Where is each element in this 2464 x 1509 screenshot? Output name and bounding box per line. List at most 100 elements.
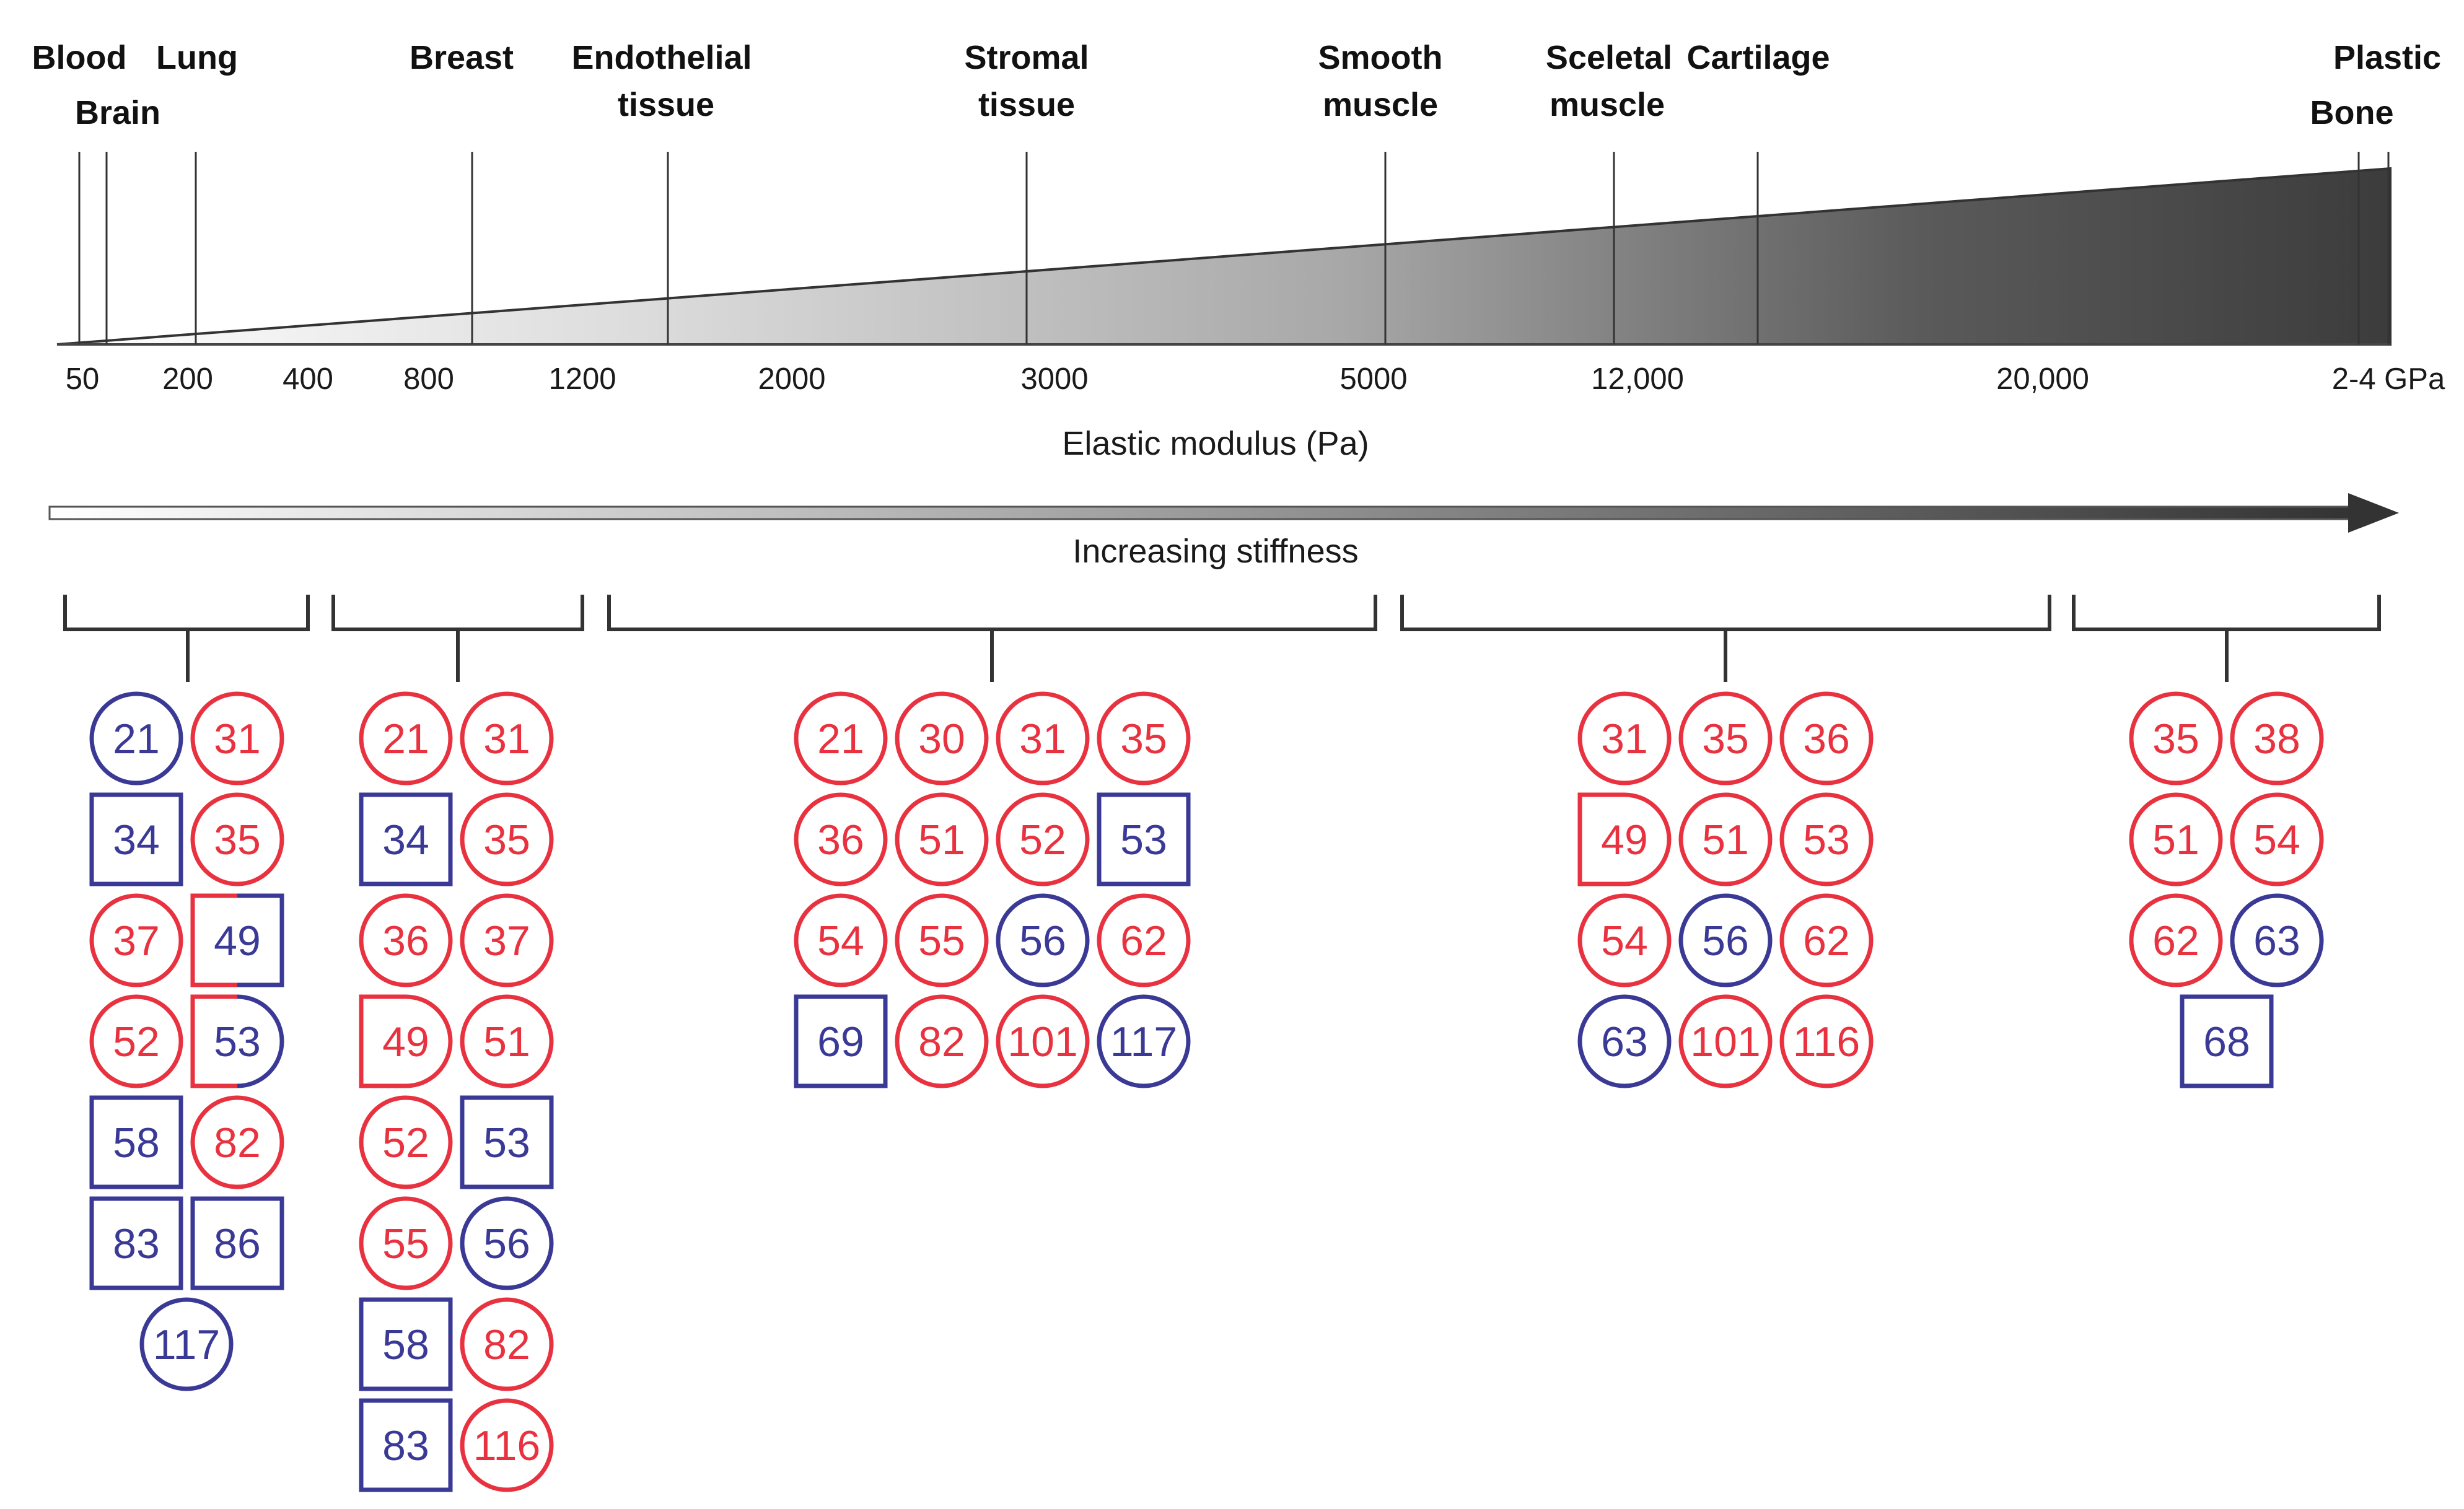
ref-number: 69 xyxy=(817,1018,864,1065)
ref-number: 68 xyxy=(2203,1018,2250,1065)
ref-number: 35 xyxy=(1120,715,1167,763)
ref-number: 83 xyxy=(382,1422,429,1469)
ref-marker: 116 xyxy=(460,1398,554,1492)
ref-marker: 63 xyxy=(2230,893,2324,987)
ref-marker: 31 xyxy=(996,691,1090,785)
axis-title: Elastic modulus (Pa) xyxy=(1062,425,1369,462)
ref-circle-icon xyxy=(794,893,888,987)
ref-number: 116 xyxy=(1793,1018,1860,1065)
ref-number: 54 xyxy=(817,917,864,964)
ref-marker: 55 xyxy=(359,1196,453,1290)
ref-marker: 36 xyxy=(794,792,888,886)
ref-half-circle-icon xyxy=(237,994,284,1088)
ref-marker: 117 xyxy=(139,1297,234,1391)
ref-marker: 117 xyxy=(1097,994,1191,1088)
ref-number: 38 xyxy=(2253,715,2300,763)
ref-marker: 31 xyxy=(190,691,284,785)
tissue-label-endothelial: Endothelial xyxy=(571,39,752,76)
ref-marker: 52 xyxy=(89,994,183,1088)
ref-circle-icon xyxy=(1779,893,1874,987)
ref-square-right-icon xyxy=(237,893,284,987)
ref-number: 82 xyxy=(483,1321,530,1368)
ref-circle-icon xyxy=(2230,893,2324,987)
ref-marker: 35 xyxy=(1097,691,1191,785)
tissue-label-sceletal: Sceletal xyxy=(1546,39,1672,76)
ref-number: 54 xyxy=(2253,816,2300,864)
tissue-label-endothelial-tissue: tissue xyxy=(618,86,714,123)
ref-number: 35 xyxy=(214,816,261,864)
tissue-label-lung: Lung xyxy=(156,39,238,76)
ref-circle-icon xyxy=(794,792,888,886)
ref-number: 58 xyxy=(113,1119,160,1166)
ref-circle-icon xyxy=(2129,792,2223,886)
ref-square-icon xyxy=(460,1095,554,1189)
ref-circle-icon xyxy=(89,994,183,1088)
ref-number: 101 xyxy=(1690,1018,1760,1065)
ref-number: 56 xyxy=(483,1220,530,1267)
ref-circle-icon xyxy=(460,792,554,886)
tick-label: 200 xyxy=(162,362,213,396)
ref-marker: 82 xyxy=(190,1095,284,1189)
ref-marker: 51 xyxy=(895,792,989,886)
ref-square-icon xyxy=(359,1297,453,1391)
ref-circle-icon xyxy=(460,994,554,1088)
tissue-label-smooth-muscle: muscle xyxy=(1323,86,1438,123)
ref-number: 36 xyxy=(817,816,864,864)
ref-marker: 56 xyxy=(1678,893,1773,987)
group-soft: 21 31 34 35 36 37 49 51 52 53 55 56 58 82 83 116 xyxy=(359,691,554,1492)
tick-label: 2000 xyxy=(758,362,825,396)
arrow-head xyxy=(2348,493,2399,533)
ref-number: 36 xyxy=(382,917,429,964)
ref-number: 63 xyxy=(2253,917,2300,964)
ref-square-icon xyxy=(359,1398,453,1492)
ref-circle-icon xyxy=(895,994,989,1088)
group-intermediate: 21 30 31 35 36 51 52 53 54 55 56 62 69 82 101 117 xyxy=(794,691,1191,1088)
arrow-shaft xyxy=(48,505,2353,520)
ref-circle-icon xyxy=(190,1095,284,1189)
ref-number: 21 xyxy=(382,715,429,763)
ref-square-icon xyxy=(190,1196,284,1290)
ref-marker: 35 xyxy=(460,792,554,886)
ref-square-icon xyxy=(2180,994,2274,1088)
ref-marker: 38 xyxy=(2230,691,2324,785)
ref-number: 34 xyxy=(382,816,429,864)
ref-number: 51 xyxy=(2152,816,2199,864)
ref-number: 35 xyxy=(2152,715,2199,763)
ref-marker: 37 xyxy=(89,893,183,987)
ref-marker: 69 xyxy=(794,994,888,1088)
tissue-labels: Blood Brain Lung Breast Endothelial tiss… xyxy=(32,39,2442,131)
ref-marker: 54 xyxy=(794,893,888,987)
bracket-stiff xyxy=(1400,595,2051,682)
ref-marker: 49 xyxy=(1577,792,1672,886)
ref-number: 55 xyxy=(918,917,965,964)
ref-half-square-icon xyxy=(359,994,406,1088)
ref-marker: 116 xyxy=(1779,994,1874,1088)
ref-number: 37 xyxy=(483,917,530,964)
stiffness-wedge xyxy=(56,167,2392,346)
tissue-marker-lines xyxy=(78,152,2390,344)
tissue-label-bone: Bone xyxy=(2310,94,2394,131)
ref-marker: 36 xyxy=(359,893,453,987)
ref-marker: 35 xyxy=(190,792,284,886)
ref-number: 34 xyxy=(113,816,160,864)
ref-number: 31 xyxy=(483,715,530,763)
ref-marker: 52 xyxy=(359,1095,453,1189)
ref-circle-icon xyxy=(996,994,1090,1088)
tissue-label-blood: Blood xyxy=(32,39,127,76)
ref-circle-icon xyxy=(1678,994,1773,1088)
ref-number: 117 xyxy=(1110,1018,1177,1065)
ref-number: 55 xyxy=(382,1220,429,1267)
ref-circle-icon xyxy=(996,691,1090,785)
ref-marker: 82 xyxy=(460,1297,554,1391)
ref-number: 36 xyxy=(1803,715,1850,763)
ref-marker: 34 xyxy=(89,792,183,886)
ref-number: 49 xyxy=(214,917,261,964)
ref-marker: 49 xyxy=(359,994,453,1088)
ref-circle-icon xyxy=(460,1398,554,1492)
bracket-intermediate xyxy=(607,595,1377,682)
ref-circle-icon xyxy=(1577,994,1672,1088)
ref-marker: 51 xyxy=(460,994,554,1088)
ref-circle-icon xyxy=(1678,893,1773,987)
ref-marker: 101 xyxy=(1678,994,1773,1088)
ref-marker: 30 xyxy=(895,691,989,785)
